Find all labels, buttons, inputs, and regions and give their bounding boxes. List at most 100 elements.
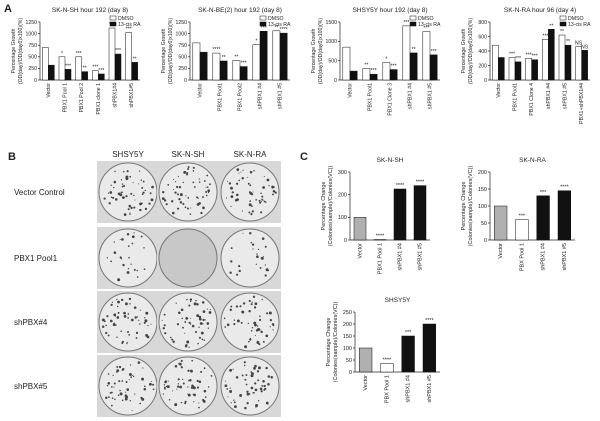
colony: [126, 341, 128, 344]
x-tick-label: Vector: [363, 375, 369, 391]
significance: ***: [391, 64, 397, 70]
colony: [233, 322, 236, 326]
colony: [242, 169, 244, 171]
bar: [525, 58, 532, 81]
colony: [198, 178, 200, 180]
legend-swatch: [259, 15, 267, 21]
colony: [192, 386, 196, 390]
significance: ***: [431, 49, 437, 55]
y-tick-label: 800: [478, 20, 487, 26]
colony: [113, 382, 116, 385]
colony: [270, 375, 273, 379]
colony: [243, 364, 246, 367]
colony: [163, 313, 166, 316]
colony: [243, 361, 246, 364]
colony: [144, 319, 148, 323]
colony: [132, 374, 134, 377]
x-tick-label: PBX1+shPBX1#4: [579, 83, 585, 124]
colony: [208, 190, 210, 192]
significance: ***: [515, 56, 521, 62]
colony: [173, 178, 175, 180]
colony: [125, 195, 128, 198]
colony: [226, 388, 229, 390]
significance: *: [61, 51, 63, 57]
colony: [180, 366, 183, 369]
bar: [259, 31, 268, 81]
colony: [230, 247, 233, 249]
colony: [172, 390, 174, 392]
bar: [382, 62, 391, 81]
chart-title: SK-N-RA hour 96 (day 4): [504, 7, 576, 14]
y-axis-label: (OD(day)/OD(day0)x100)(%): [468, 18, 474, 85]
colony: [255, 406, 257, 408]
colony: [113, 241, 115, 243]
colony: [224, 384, 228, 388]
colony: [232, 368, 234, 370]
colony: [162, 327, 165, 330]
colony: [189, 379, 192, 382]
colony: [266, 178, 270, 182]
colony: [246, 390, 249, 393]
colony: [162, 393, 165, 395]
colony: [180, 401, 183, 404]
colony: [273, 186, 275, 188]
colony: [271, 185, 275, 189]
colony: [200, 370, 203, 373]
x-tick-label: PBX1 Pool1: [218, 83, 224, 111]
bar: [64, 69, 72, 81]
colony: [173, 188, 175, 190]
colony: [170, 200, 174, 203]
colony: [201, 301, 205, 304]
y-tick-label: 0: [334, 78, 337, 84]
colony: [244, 345, 248, 349]
colony: [143, 268, 146, 271]
colony: [266, 402, 269, 405]
x-tick-label: Vector: [498, 243, 504, 259]
colony: [119, 392, 123, 396]
colony: [234, 198, 238, 202]
colony: [268, 311, 272, 315]
y-axis-label: (OD(day)/OD(day0)x100)(%): [318, 18, 324, 85]
colony: [161, 319, 163, 321]
y-tick-label: 0: [34, 78, 37, 84]
colony: [271, 193, 274, 196]
significance: **: [274, 25, 278, 31]
colony: [111, 397, 114, 400]
colony: [132, 375, 135, 378]
y-tick-label: 1000: [25, 31, 37, 37]
colony: [253, 306, 257, 309]
colony: [206, 322, 210, 325]
colony: [139, 309, 141, 311]
colony: [163, 386, 166, 389]
plate: [158, 292, 218, 352]
colony: [247, 322, 250, 325]
significance: **: [364, 62, 368, 68]
colony: [200, 211, 203, 215]
significance: ****: [212, 47, 220, 53]
bar: [212, 52, 221, 81]
colony: [133, 268, 136, 271]
chart-title: SK-N-SH: [377, 157, 404, 164]
colony: [182, 181, 184, 184]
colony: [124, 302, 128, 306]
colony: [241, 210, 244, 212]
colony: [267, 375, 271, 378]
bar: [131, 62, 138, 81]
colony: [109, 191, 113, 194]
colony: [274, 191, 277, 194]
colony: [177, 378, 180, 381]
colony: [272, 189, 276, 193]
y-tick-label: 200: [338, 192, 347, 198]
colony: [193, 401, 195, 403]
colony: [125, 391, 127, 393]
colony: [199, 322, 203, 325]
colony: [238, 269, 241, 273]
colony: [120, 179, 123, 181]
colony: [122, 263, 125, 267]
x-tick-label: shPBX1 #4: [408, 83, 414, 109]
colony: [126, 170, 129, 173]
bar: [58, 56, 66, 81]
colony: [128, 256, 130, 259]
colony: [259, 318, 262, 322]
colony: [128, 379, 130, 381]
